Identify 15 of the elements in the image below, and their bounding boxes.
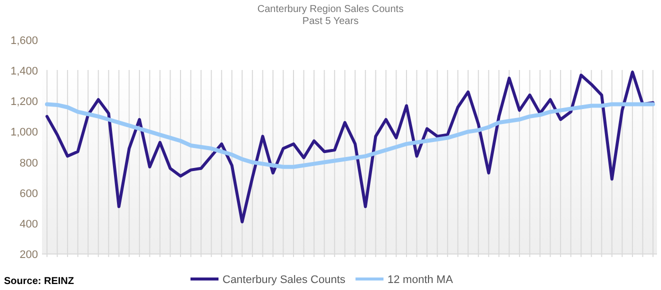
- y-tick-label: 600: [20, 188, 38, 200]
- y-tick-label: 400: [20, 218, 38, 230]
- legend-label: 12 month MA: [388, 274, 454, 286]
- line-series: [45, 102, 655, 169]
- legend-label: Canterbury Sales Counts: [222, 274, 346, 286]
- line-series: [46, 70, 654, 224]
- source-note: Source: REINZ: [4, 276, 74, 287]
- y-tick-label: 1,000: [10, 126, 38, 139]
- chart-title: Canterbury Region Sales Counts: [257, 4, 404, 15]
- y-tick-label: 800: [20, 157, 38, 170]
- y-tick-label: 1,400: [10, 66, 38, 78]
- y-tick-label: 1,200: [10, 96, 38, 108]
- y-tick-label: 1,600: [10, 35, 38, 47]
- chart-subtitle: Past 5 Years: [302, 16, 359, 27]
- y-tick-label: 200: [20, 249, 38, 261]
